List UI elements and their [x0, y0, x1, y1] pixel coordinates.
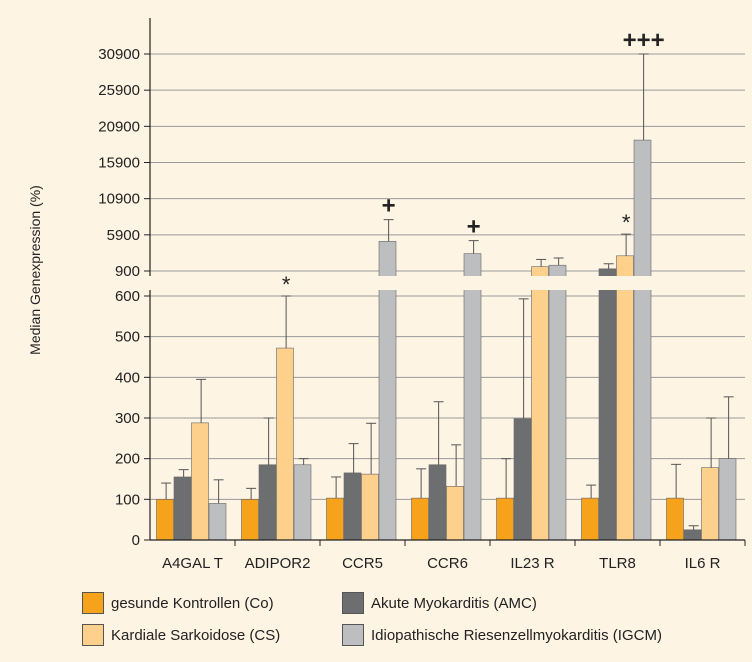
legend-label-igcm: Idiopathische Riesenzellmyokarditis (IGC… — [371, 626, 662, 644]
annotation-3: * — [622, 210, 631, 235]
axes: 900 5900 10900 15900 20900 25900 30900 0 100 200 3… — [98, 18, 747, 572]
legend-item-co: gesunde Kontrollen (Co) — [82, 592, 274, 614]
bar-5-3 — [633, 139, 652, 541]
bar-0-2 — [191, 422, 209, 541]
bar-3-2 — [446, 486, 464, 541]
bar-0-0 — [156, 499, 174, 541]
tick-label-upper-5: 25900 — [98, 82, 140, 99]
tick-label-upper-0: 900 — [115, 263, 140, 280]
y-axis-label: Median Genexpression (%) — [27, 185, 43, 355]
bar-6-3 — [718, 458, 737, 541]
bar-6-0 — [666, 497, 684, 541]
legend-item-igcm: Idiopathische Riesenzellmyokarditis (IGC… — [342, 624, 662, 646]
annotation-2: + — [467, 214, 481, 241]
category-label-2: CCR5 — [342, 555, 383, 572]
category-label-0: A4GAL T — [162, 555, 223, 572]
tick-label-upper-6: 30900 — [98, 46, 140, 63]
bar-5-1 — [598, 268, 617, 541]
legend-swatch-cs — [82, 624, 104, 646]
bar-2-0 — [326, 497, 344, 541]
category-label-6: IL6 R — [685, 555, 721, 572]
bar-1-1 — [258, 464, 277, 541]
tick-label-lower-6: 600 — [115, 288, 140, 305]
bar-1-0 — [241, 499, 259, 541]
bar-6-1 — [683, 529, 702, 541]
bar-6-2 — [701, 467, 719, 541]
bar-3-3 — [463, 253, 482, 541]
tick-label-upper-1: 5900 — [107, 227, 140, 244]
category-label-3: CCR6 — [427, 555, 468, 572]
legend-label-cs: Kardiale Sarkoidose (CS) — [111, 626, 281, 644]
bar-0-1 — [173, 476, 192, 541]
bar-3-0 — [411, 497, 429, 541]
tick-label-lower-3: 300 — [115, 410, 140, 427]
bar-1-3 — [293, 464, 312, 541]
legend-item-cs: Kardiale Sarkoidose (CS) — [82, 624, 280, 646]
tick-label-lower-4: 400 — [115, 369, 140, 386]
legend-label-amc: Akute Myokarditis (AMC) — [371, 594, 537, 612]
legend-swatch-igcm — [342, 624, 364, 646]
bar-3-1 — [428, 464, 447, 541]
tick-label-lower-0: 0 — [132, 532, 140, 549]
bar-4-3 — [548, 264, 567, 541]
legend-swatch-amc — [342, 592, 364, 614]
tick-label-upper-2: 10900 — [98, 191, 140, 208]
legend-swatch-co — [82, 592, 104, 614]
tick-label-lower-1: 100 — [115, 491, 140, 508]
tick-label-lower-5: 500 — [115, 329, 140, 346]
category-label-1: ADIPOR2 — [245, 555, 311, 572]
bar-5-2 — [616, 255, 634, 541]
bar-4-0 — [496, 497, 514, 541]
bars — [156, 53, 737, 541]
tick-label-upper-4: 20900 — [98, 118, 140, 135]
annotation-4: +++ — [623, 27, 665, 54]
tick-label-upper-3: 15900 — [98, 155, 140, 172]
legend-label-co: gesunde Kontrollen (Co) — [111, 594, 274, 612]
bar-2-1 — [343, 472, 362, 541]
category-label-4: IL23 R — [510, 555, 554, 572]
bar-4-1 — [513, 418, 532, 541]
bar-2-2 — [361, 473, 379, 541]
bar-0-3 — [208, 503, 227, 541]
bar-1-2 — [276, 347, 294, 541]
legend-item-amc: Akute Myokarditis (AMC) — [342, 592, 537, 614]
bar-4-2 — [531, 266, 549, 541]
bar-5-0 — [581, 497, 599, 541]
tick-label-lower-2: 200 — [115, 451, 140, 468]
axis-break-gap — [148, 276, 747, 290]
category-label-5: TLR8 — [599, 555, 636, 572]
annotation-0: * — [282, 272, 291, 297]
annotation-1: + — [382, 193, 396, 220]
